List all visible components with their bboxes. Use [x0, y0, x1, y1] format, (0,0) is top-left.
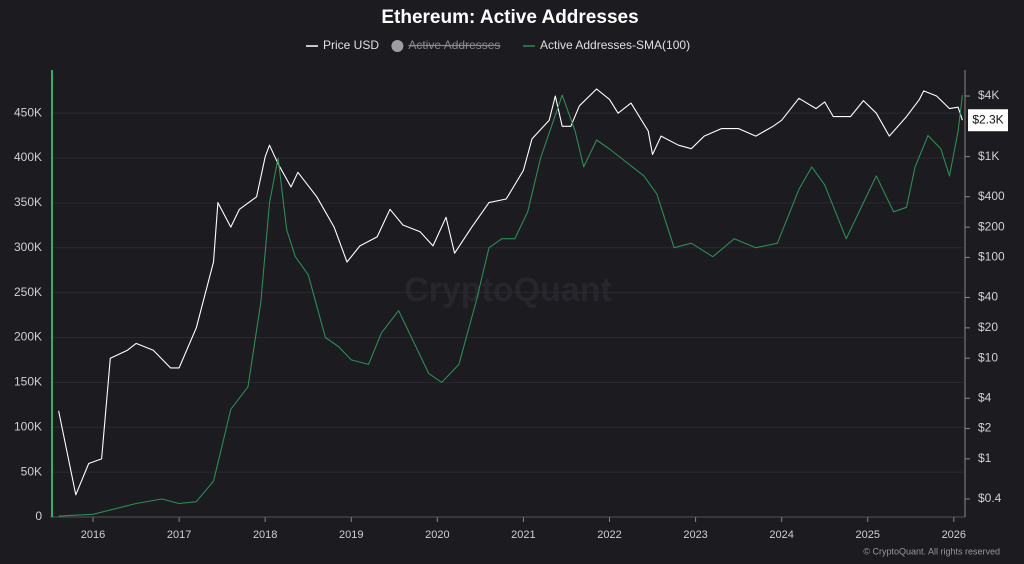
x-tick-label: 2026 [942, 529, 966, 541]
x-tick-label: 2025 [855, 529, 879, 541]
y2-tick-label: $2 [978, 421, 992, 435]
y2-tick-label: $10 [978, 350, 998, 364]
x-tick-label: 2022 [597, 529, 621, 541]
y-tick-label: 300K [14, 240, 42, 254]
y2-tick-label: $0.4 [978, 491, 1002, 505]
series-line [58, 94, 963, 517]
x-tick-label: 2017 [167, 529, 191, 541]
x-tick-label: 2016 [81, 529, 105, 541]
footer: © CryptoQuant. All rights reserved [863, 546, 1000, 556]
legend-swatch [391, 40, 404, 52]
y-tick-label: 100K [14, 419, 42, 433]
x-tick-label: 2021 [511, 529, 535, 541]
legend-label: Price USD [323, 38, 379, 52]
y2-tick-label: $1 [978, 451, 992, 465]
y-tick-label: 450K [14, 105, 42, 119]
y2-tick-label: $400 [978, 189, 1005, 203]
x-tick-label: 2023 [683, 529, 707, 541]
x-tick-label: 2019 [339, 529, 363, 541]
last-price-label: $2.3K [972, 112, 1003, 126]
chart-title: Ethereum: Active Addresses [381, 7, 638, 28]
y-tick-label: 350K [14, 195, 42, 209]
y-tick-label: 0 [35, 509, 42, 523]
x-tick-label: 2020 [425, 529, 449, 541]
legend-label: Active Addresses-SMA(100) [540, 38, 690, 52]
y2-tick-label: $1K [978, 149, 999, 163]
y2-tick-label: $200 [978, 219, 1005, 233]
y-tick-label: 150K [14, 375, 42, 389]
x-tick-label: 2018 [253, 529, 277, 541]
last-price-box [968, 109, 1008, 132]
watermark: CryptoQuant [404, 271, 612, 309]
y2-tick-label: $4K [978, 88, 999, 102]
y-tick-label: 250K [14, 285, 42, 299]
series-line [58, 88, 963, 496]
y-tick-label: 400K [14, 150, 42, 164]
y2-tick-label: $40 [978, 290, 998, 304]
y2-tick-label: $4 [978, 390, 992, 404]
y-tick-label: 200K [14, 330, 42, 344]
y2-tick-label: $20 [978, 320, 998, 334]
x-tick-label: 2024 [769, 529, 793, 541]
legend-label: Active Addresses [408, 38, 500, 52]
y-tick-label: 50K [21, 464, 42, 478]
y2-tick-label: $100 [978, 250, 1005, 264]
